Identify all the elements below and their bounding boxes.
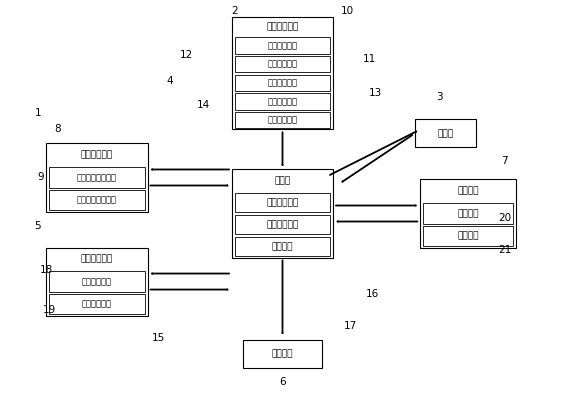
Text: 21: 21: [498, 245, 511, 255]
FancyBboxPatch shape: [234, 56, 331, 72]
Text: 19: 19: [42, 305, 56, 315]
Text: 智能终端: 智能终端: [457, 186, 479, 195]
Text: 显示单元: 显示单元: [457, 209, 479, 218]
Text: 11: 11: [363, 54, 376, 64]
Text: 10: 10: [341, 6, 354, 17]
Text: 9: 9: [37, 172, 44, 183]
Text: 数据监测模块: 数据监测模块: [266, 22, 299, 31]
Text: 警示模块: 警示模块: [272, 349, 293, 358]
FancyBboxPatch shape: [46, 143, 147, 212]
Text: 13: 13: [368, 88, 382, 98]
Text: 16: 16: [366, 289, 379, 299]
FancyBboxPatch shape: [423, 226, 513, 246]
FancyBboxPatch shape: [234, 93, 331, 110]
Text: 14: 14: [197, 100, 210, 110]
FancyBboxPatch shape: [243, 340, 322, 368]
Text: 温度监测单元: 温度监测单元: [267, 60, 298, 69]
Text: 开关控制单元: 开关控制单元: [82, 277, 112, 286]
Text: 输入单元: 输入单元: [457, 232, 479, 241]
Text: 云平台: 云平台: [275, 176, 290, 185]
Text: 数据库: 数据库: [437, 129, 454, 138]
Text: 存储单元: 存储单元: [272, 242, 293, 251]
Text: 15: 15: [152, 332, 166, 343]
Text: 1: 1: [34, 108, 41, 118]
FancyBboxPatch shape: [420, 179, 516, 247]
FancyBboxPatch shape: [234, 193, 331, 212]
Text: 20: 20: [498, 212, 511, 222]
FancyBboxPatch shape: [234, 37, 331, 54]
Text: 电气性能测试单元: 电气性能测试单元: [77, 173, 117, 182]
Text: 信息收发单元: 信息收发单元: [266, 220, 299, 229]
Text: 运行监测单元: 运行监测单元: [267, 41, 298, 50]
FancyBboxPatch shape: [49, 167, 145, 188]
Text: 12: 12: [180, 50, 194, 60]
Text: 机械性能测试单元: 机械性能测试单元: [77, 196, 117, 205]
FancyBboxPatch shape: [234, 112, 331, 128]
Text: 视频监测单元: 视频监测单元: [267, 116, 298, 125]
FancyBboxPatch shape: [232, 17, 333, 129]
FancyBboxPatch shape: [415, 119, 476, 147]
FancyBboxPatch shape: [49, 294, 145, 314]
Text: 3: 3: [437, 92, 443, 102]
FancyBboxPatch shape: [234, 215, 331, 234]
Text: 8: 8: [54, 125, 61, 135]
FancyBboxPatch shape: [232, 170, 333, 258]
Text: 电机控制模块: 电机控制模块: [81, 254, 113, 264]
FancyBboxPatch shape: [49, 190, 145, 210]
FancyBboxPatch shape: [234, 237, 331, 256]
Text: 7: 7: [501, 156, 508, 166]
Text: 湿度监测单元: 湿度监测单元: [267, 78, 298, 87]
Text: 性能测试模块: 性能测试模块: [81, 150, 113, 159]
Text: 5: 5: [34, 220, 41, 231]
Text: 4: 4: [167, 77, 173, 86]
Text: 6: 6: [279, 376, 286, 386]
Text: 功率调节单元: 功率调节单元: [82, 300, 112, 309]
FancyBboxPatch shape: [423, 204, 513, 224]
Text: 2: 2: [232, 6, 238, 17]
Text: 中央处理单元: 中央处理单元: [266, 198, 299, 207]
Text: 图像监测单元: 图像监测单元: [267, 97, 298, 106]
FancyBboxPatch shape: [234, 75, 331, 91]
FancyBboxPatch shape: [46, 247, 147, 316]
FancyBboxPatch shape: [49, 271, 145, 292]
Text: 17: 17: [344, 320, 357, 330]
Text: 18: 18: [40, 264, 53, 274]
